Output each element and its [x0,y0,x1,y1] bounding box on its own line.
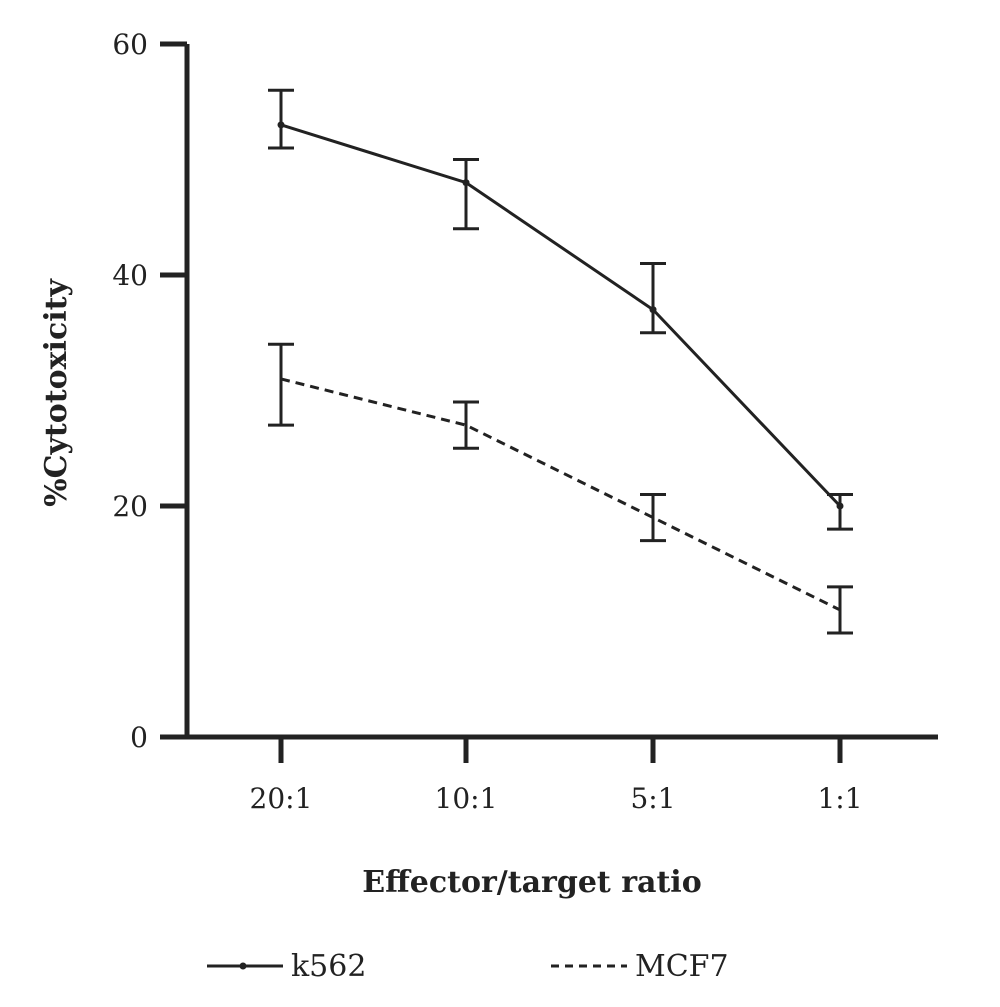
axes [184,44,938,740]
data-point [277,121,285,129]
y-axis-title: %Cytotoxicity [39,278,74,507]
legend: k562 MCF7 [207,949,729,984]
y-tick-label: 20 [112,490,148,523]
x-tick-label: 5:1 [630,782,675,815]
x-tick-label: 1:1 [817,782,862,815]
legend-marker-k562 [239,962,247,970]
legend-label-mcf7: MCF7 [635,949,729,984]
y-tick-label: 40 [112,259,148,292]
legend-label-k562: k562 [291,949,366,984]
x-axis-title: Effector/target ratio [362,865,701,900]
series-line-k562 [280,123,842,508]
series-mcf7 [268,342,853,635]
data-point [649,306,657,314]
y-tick-label: 0 [130,721,148,754]
x-tick-label: 20:1 [250,782,313,815]
x-ticks: 20:1 10:1 5:1 1:1 [250,737,863,815]
series-k562 [268,88,853,531]
x-tick-label: 10:1 [435,782,498,815]
y-ticks: 0 20 40 60 [112,28,187,754]
legend-item-k562: k562 [207,949,366,984]
series-layer [268,88,853,635]
data-point [462,179,470,187]
series-line-mcf7 [280,377,841,612]
legend-item-mcf7: MCF7 [551,949,729,984]
data-point [836,502,844,510]
y-tick-label: 60 [112,28,148,61]
